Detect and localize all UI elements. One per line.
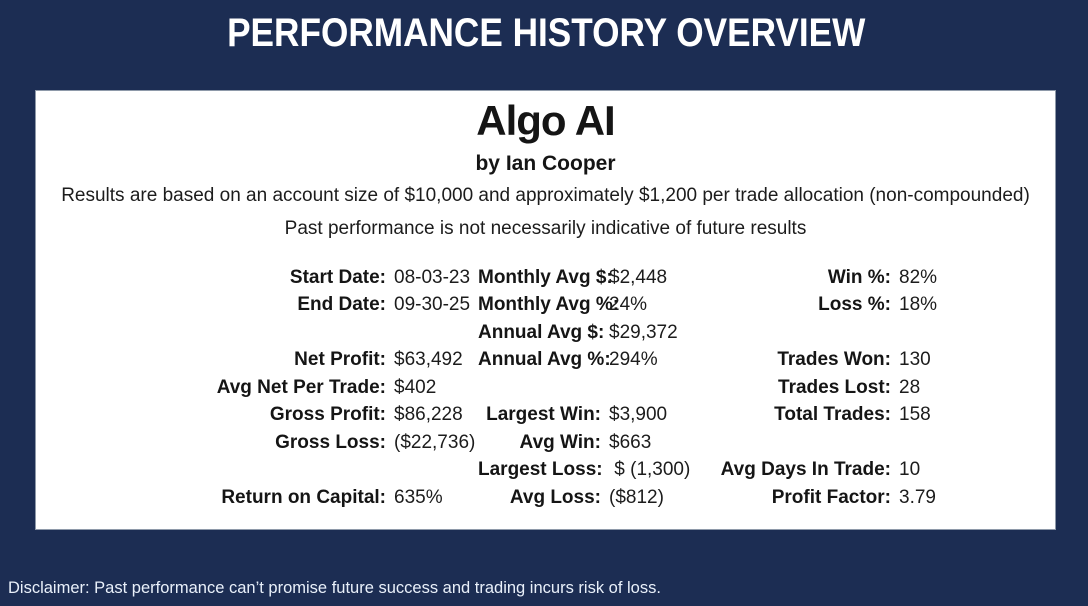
stat-label-avg-days-in-trade: Avg Days In Trade: <box>720 459 891 481</box>
stat-value-return-on-capital: 635% <box>394 486 443 508</box>
stat-label-monthly-avg: Monthly Avg $: <box>478 266 613 288</box>
stat-label-gross-profit: Gross Profit: <box>269 404 386 426</box>
stat-label-largest-win: Largest Win: <box>486 404 601 426</box>
stat-label-trades-lost: Trades Lost: <box>778 376 891 398</box>
stat-label-largest-loss: Largest Loss: <box>478 459 603 481</box>
stat-label-end-date: End Date: <box>297 294 386 316</box>
stat-label-loss: Loss %: <box>818 294 891 316</box>
stat-value-avg-win: $663 <box>609 431 652 453</box>
stat-value-gross-loss: ($22,736) <box>394 431 476 453</box>
stat-value-total-trades: 158 <box>899 404 931 426</box>
stat-label-profit-factor: Profit Factor: <box>771 486 891 508</box>
stat-value-largest-loss: $ (1,300) <box>609 459 691 481</box>
stat-label-avg-win: Avg Win: <box>519 431 601 453</box>
performance-card: Algo AI by Ian Cooper Results are based … <box>35 90 1056 530</box>
stat-value-loss: 18% <box>899 294 938 316</box>
stat-value-monthly-avg: $2,448 <box>609 266 668 288</box>
stat-label-total-trades: Total Trades: <box>774 404 891 426</box>
stat-label-annual-avg: Annual Avg $: <box>478 321 605 343</box>
stat-label-avg-loss: Avg Loss: <box>509 486 601 508</box>
card-title: Algo AI <box>476 97 615 144</box>
stat-value-gross-profit: $86,228 <box>394 404 463 426</box>
stat-label-avg-net-per-trade: Avg Net Per Trade: <box>216 376 386 398</box>
stat-label-win: Win %: <box>827 266 891 288</box>
stat-value-annual-avg: $29,372 <box>609 321 678 343</box>
stat-label-gross-loss: Gross Loss: <box>275 431 386 453</box>
card-subtitle: by Ian Cooper <box>475 152 616 175</box>
stat-label-annual-avg: Annual Avg %: <box>478 349 611 371</box>
stat-value-trades-won: 130 <box>899 349 931 371</box>
stat-value-profit-factor: 3.79 <box>899 486 936 508</box>
stat-label-return-on-capital: Return on Capital: <box>221 486 386 508</box>
stat-value-monthly-avg: 24% <box>609 294 648 316</box>
stat-value-trades-lost: 28 <box>899 376 921 398</box>
stat-value-avg-net-per-trade: $402 <box>394 376 437 398</box>
disclaimer-text: Disclaimer: Past performance can’t promi… <box>8 579 661 597</box>
stat-label-trades-won: Trades Won: <box>777 349 891 371</box>
description-line-2: Past performance is not necessarily indi… <box>284 218 807 239</box>
stat-value-avg-days-in-trade: 10 <box>899 459 921 481</box>
stat-value-win: 82% <box>899 266 938 288</box>
description-line-1: Results are based on an account size of … <box>61 185 1030 206</box>
stats-grid: Start Date: 08-03-23 Monthly Avg $: $2,448 W… <box>36 264 1055 512</box>
stat-label-start-date: Start Date: <box>289 266 386 288</box>
stat-value-annual-avg: 294% <box>609 349 658 371</box>
stat-value-avg-loss: ($812) <box>609 486 664 508</box>
stat-label-net-profit: Net Profit: <box>294 349 386 371</box>
stat-value-net-profit: $63,492 <box>394 349 463 371</box>
stat-label-monthly-avg: Monthly Avg %: <box>478 294 620 316</box>
stat-value-end-date: 09-30-25 <box>394 294 471 316</box>
stat-value-start-date: 08-03-23 <box>394 266 471 288</box>
stat-value-largest-win: $3,900 <box>609 404 668 426</box>
page-title: PERFORMANCE HISTORY OVERVIEW <box>227 11 866 55</box>
